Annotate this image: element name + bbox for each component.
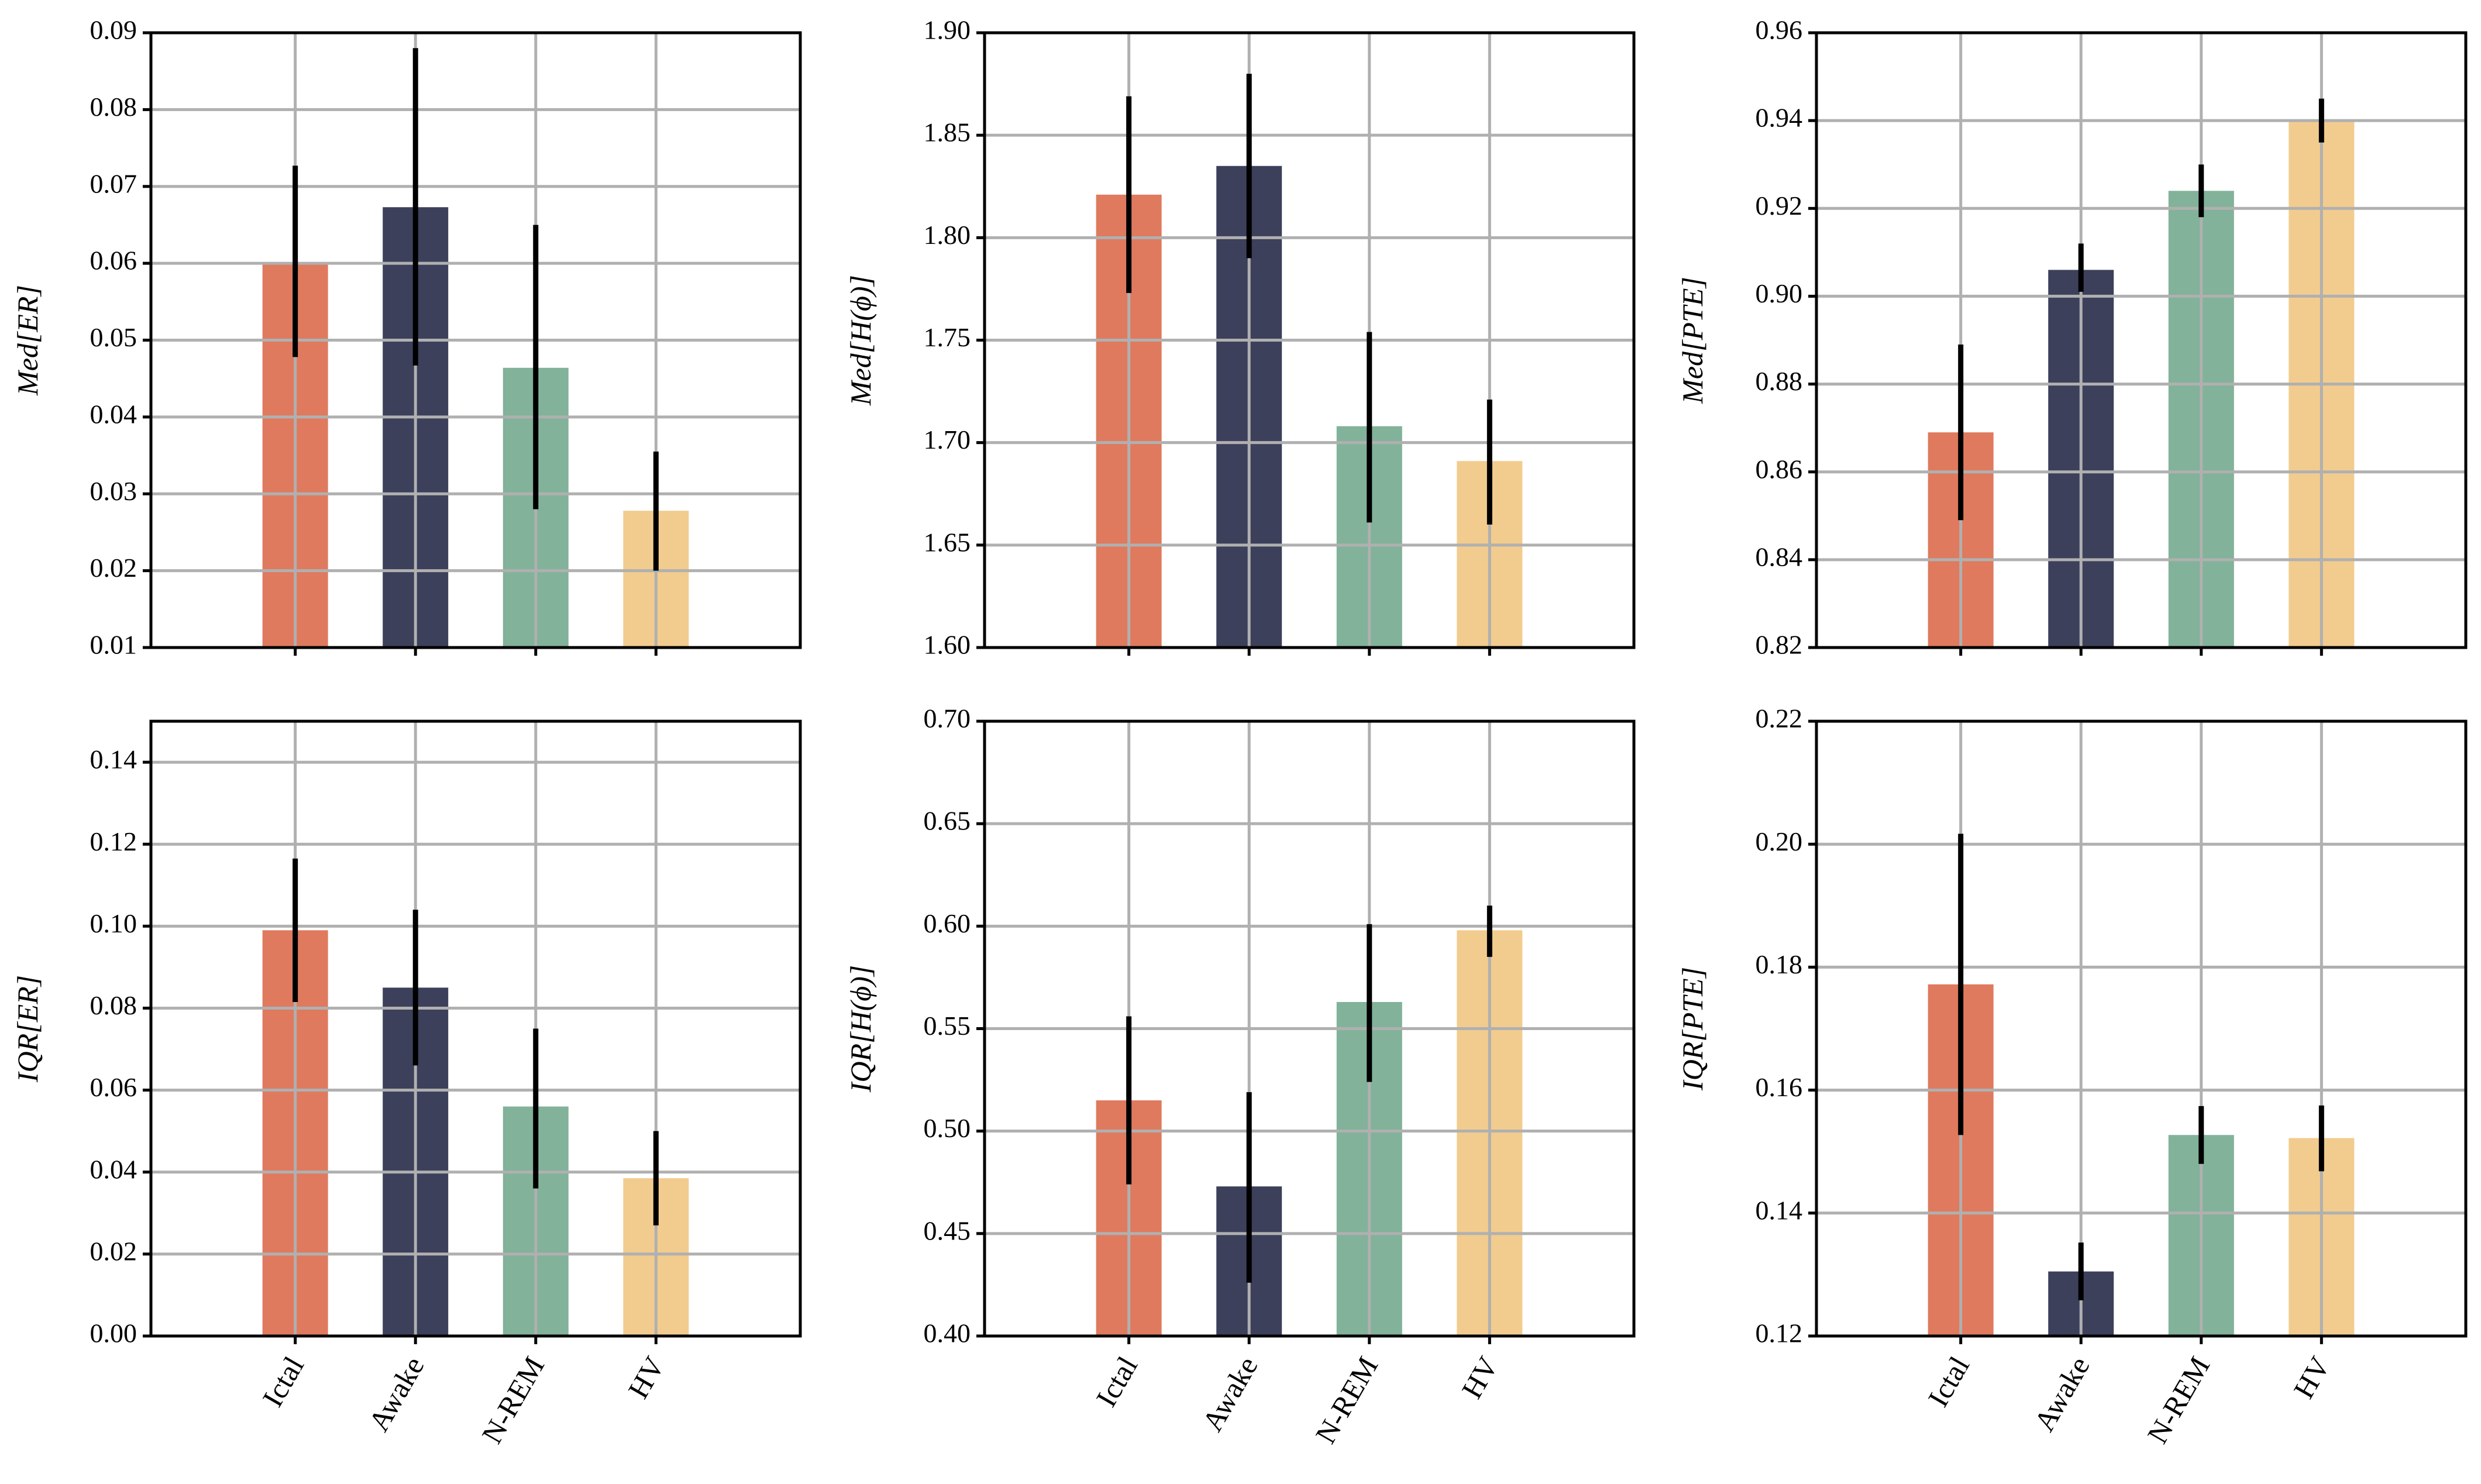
x-tick-label-n-rem: N-REM [2141, 1351, 2216, 1449]
x-tick-label-ictal: Ictal [1921, 1351, 1976, 1413]
subplot-2: 1.60 1.65 1.70 1.75 1.80 1.85 1.90 Med[H(ϕ)] [844, 15, 1636, 660]
y-tick-label: 0.84 [1756, 542, 1803, 571]
y-tick-label: 0.05 [90, 322, 137, 352]
y-axis-label: Med[PTE] [1676, 277, 1709, 404]
subplot-1: 0.01 0.02 0.03 0.04 0.05 0.06 0.07 0.08 0.09 Med[… [11, 15, 802, 660]
axes-frame [1815, 719, 2468, 1338]
y-tick-label: 0.60 [924, 908, 971, 938]
y-tick-label: 0.07 [90, 168, 137, 198]
y-tick-label: 0.18 [1756, 949, 1803, 979]
y-tick-label: 0.92 [1756, 191, 1803, 221]
y-tick-label: 0.90 [1756, 278, 1803, 308]
y-tick-label: 0.40 [924, 1318, 971, 1348]
x-tick-label-hv: HV [1455, 1351, 1505, 1404]
axes-frame [149, 719, 802, 1338]
x-tick-label-n-rem: N-REM [475, 1351, 550, 1449]
y-axis-label: Med[H(ϕ)] [844, 275, 877, 406]
y-tick-label: 0.06 [90, 246, 137, 276]
x-tick-label-awake: Awake [2028, 1351, 2096, 1437]
y-tick-label: 0.01 [90, 630, 137, 660]
x-tick-label-ictal: Ictal [256, 1351, 310, 1413]
y-tick-label: 1.85 [924, 118, 971, 147]
y-tick-label: 0.12 [90, 827, 137, 856]
x-tick-label-hv: HV [2287, 1351, 2337, 1404]
y-axis-label: IQR[H(ϕ)] [844, 965, 877, 1093]
y-tick-label: 0.20 [1756, 827, 1803, 856]
x-tick-label-n-rem: N-REM [1309, 1351, 1384, 1449]
y-axis-label: Med[ER] [11, 285, 44, 396]
y-tick-label: 0.14 [90, 745, 137, 774]
y-tick-label: 1.90 [924, 15, 971, 45]
y-tick-label: 0.04 [90, 1154, 137, 1184]
subplot-3: 0.82 0.84 0.86 0.88 0.90 0.92 0.94 0.96 Med[PTE] [1676, 15, 2468, 660]
y-tick-label: 0.00 [90, 1318, 137, 1348]
y-tick-label: 0.65 [924, 806, 971, 836]
y-tick-label: 0.03 [90, 476, 137, 506]
axes-frame [1815, 31, 2468, 649]
y-tick-label: 1.60 [924, 630, 971, 660]
y-tick-label: 0.14 [1756, 1195, 1803, 1225]
y-tick-label: 1.75 [924, 322, 971, 352]
y-tick-label: 0.94 [1756, 103, 1803, 133]
subplot-4: 0.00 0.02 0.04 0.06 0.08 0.10 0.12 0.14 Ictal Awa… [11, 719, 802, 1449]
y-tick-label: 0.96 [1756, 15, 1803, 45]
y-tick-label: 0.10 [90, 908, 137, 938]
y-tick-label: 0.45 [924, 1216, 971, 1245]
subplot-5: 0.40 0.45 0.50 0.55 0.60 0.65 0.70 Ictal Awake N-… [844, 704, 1636, 1449]
y-tick-label: 0.70 [924, 704, 971, 734]
y-tick-label: 0.08 [90, 92, 137, 122]
y-tick-label: 0.02 [90, 553, 137, 583]
y-tick-label: 0.08 [90, 990, 137, 1020]
y-tick-label: 0.50 [924, 1113, 971, 1143]
y-tick-label: 0.02 [90, 1236, 137, 1266]
y-tick-label: 1.80 [924, 220, 971, 250]
y-tick-label: 0.16 [1756, 1072, 1803, 1102]
y-tick-label: 0.22 [1756, 704, 1803, 734]
y-tick-label: 0.86 [1756, 454, 1803, 484]
y-tick-label: 0.88 [1756, 366, 1803, 396]
y-axis-label: IQR[PTE] [1676, 967, 1709, 1091]
y-axis-label: IQR[ER] [11, 975, 44, 1083]
y-tick-label: 0.12 [1756, 1318, 1803, 1348]
y-tick-label: 0.55 [924, 1011, 971, 1041]
y-tick-label: 1.70 [924, 425, 971, 455]
subplot-6: 0.12 0.14 0.16 0.18 0.20 0.22 Ictal Awake N-REM H… [1676, 704, 2468, 1449]
y-tick-label: 0.82 [1756, 630, 1803, 660]
y-tick-label: 0.09 [90, 15, 137, 45]
y-tick-label: 1.65 [924, 527, 971, 557]
x-tick-label-ictal: Ictal [1089, 1351, 1144, 1413]
x-tick-label-hv: HV [621, 1351, 671, 1404]
x-tick-label-awake: Awake [1196, 1351, 1264, 1437]
x-tick-label-awake: Awake [362, 1351, 431, 1437]
y-tick-label: 0.04 [90, 399, 137, 429]
y-tick-label: 0.06 [90, 1072, 137, 1102]
